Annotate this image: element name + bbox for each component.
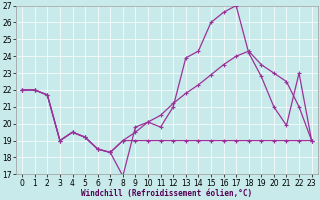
X-axis label: Windchill (Refroidissement éolien,°C): Windchill (Refroidissement éolien,°C)	[81, 189, 252, 198]
